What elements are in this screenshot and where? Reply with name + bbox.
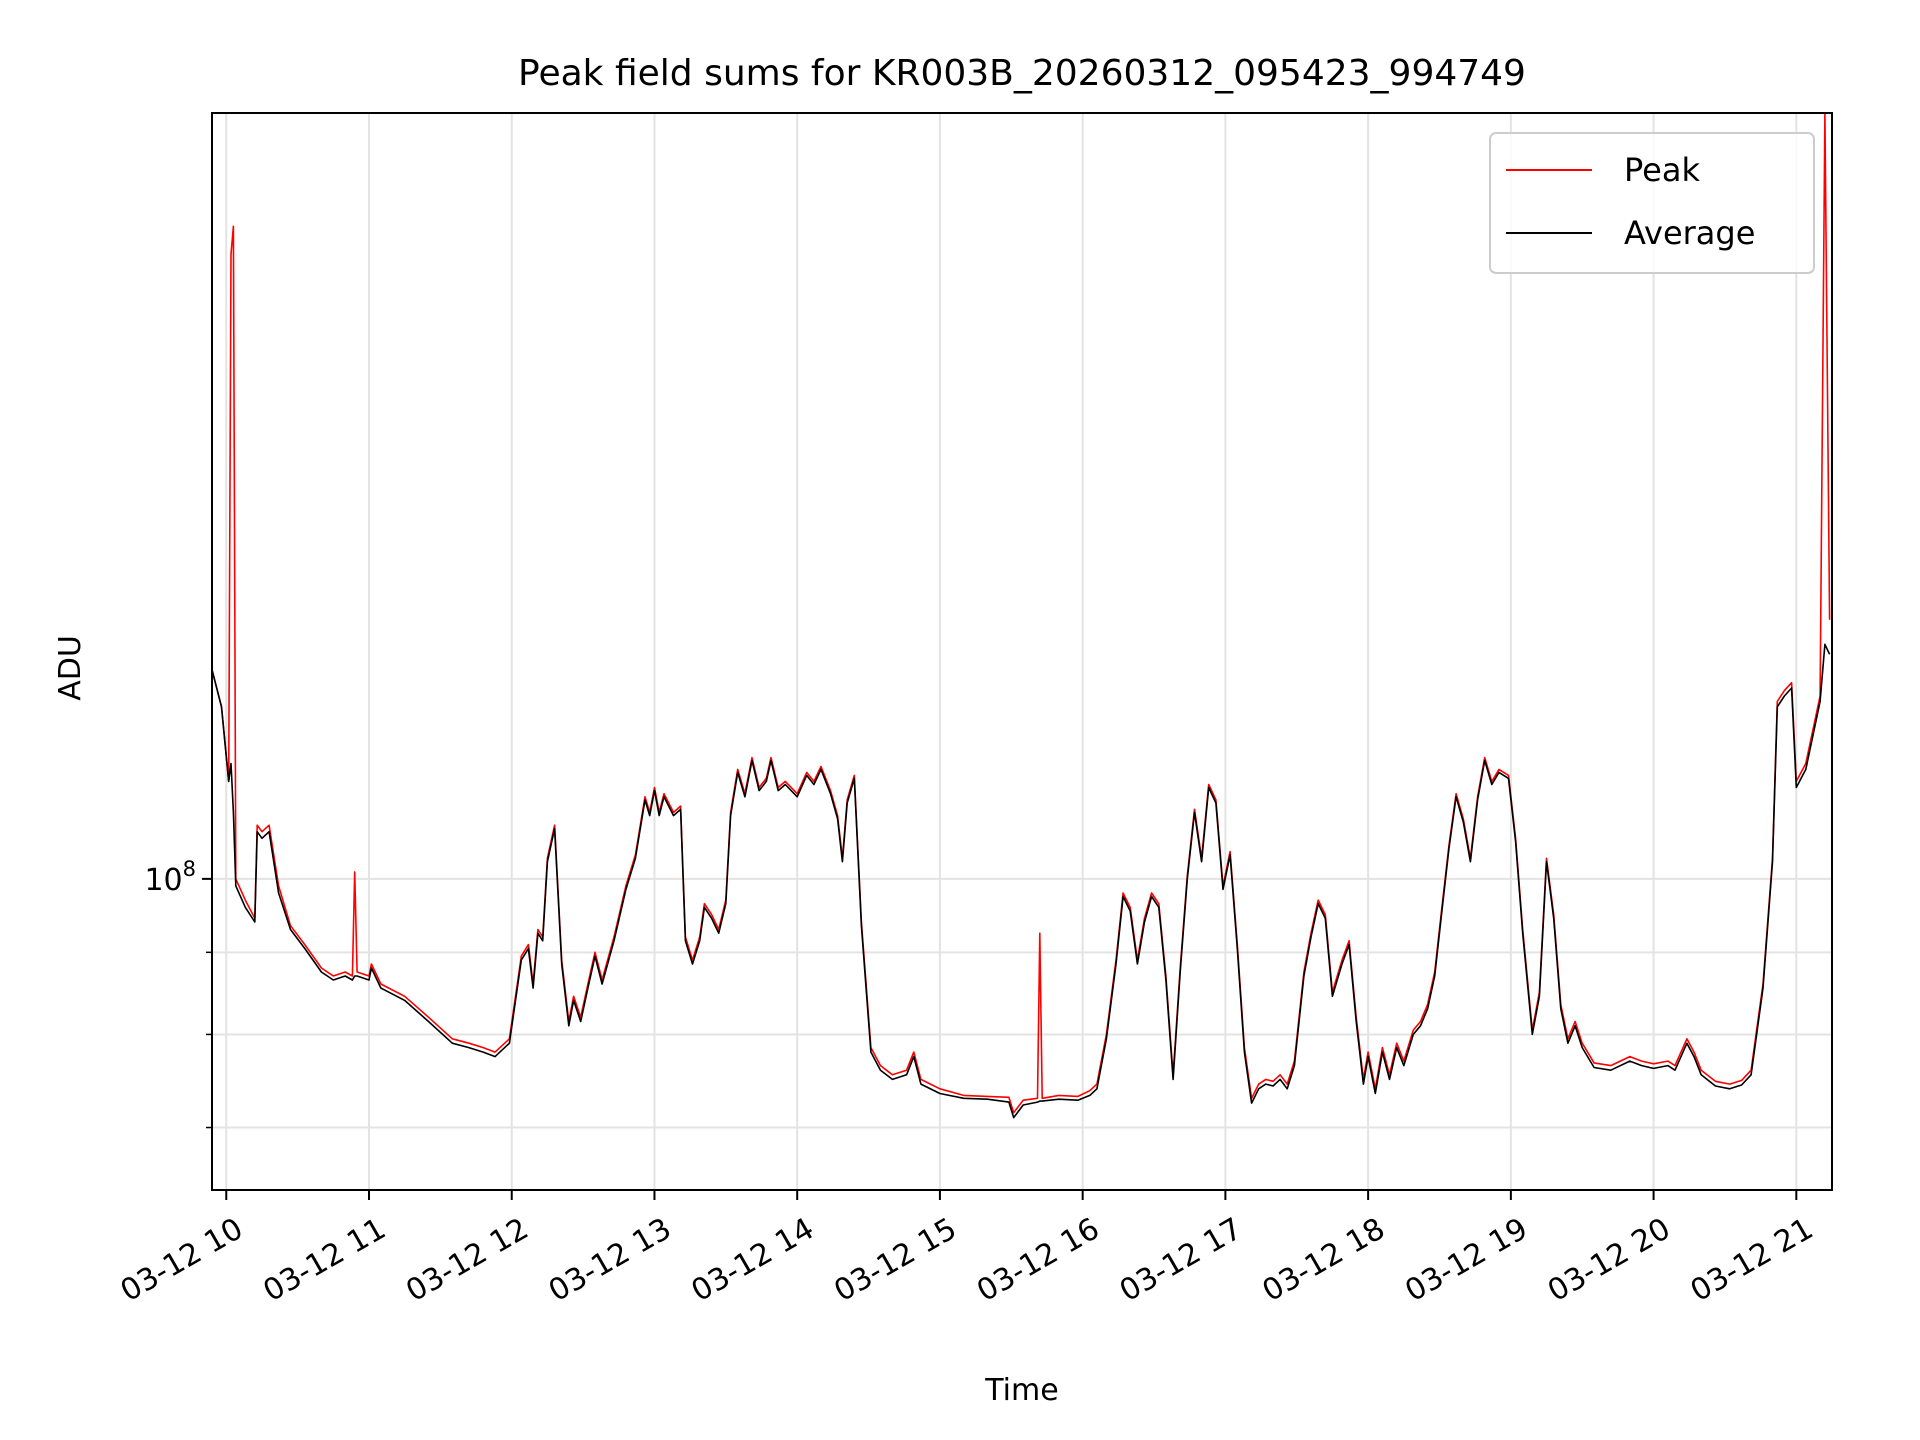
grid-lines [212,113,1832,1190]
legend-label-peak: Peak [1624,151,1700,189]
chart-title: Peak field sums for KR003B_20260312_0954… [518,53,1526,94]
plot-area-frame [211,112,1833,1191]
series-lines [212,113,1831,1119]
series-line-average [212,643,1831,1119]
y-tick-label: 108 [144,857,196,898]
x-axis-label: Time [984,1373,1058,1408]
legend-label-average: Average [1624,214,1755,252]
legend-box [1489,132,1815,274]
legend: Peak Average [1489,132,1815,274]
y-axis-label: ADU [53,635,88,701]
